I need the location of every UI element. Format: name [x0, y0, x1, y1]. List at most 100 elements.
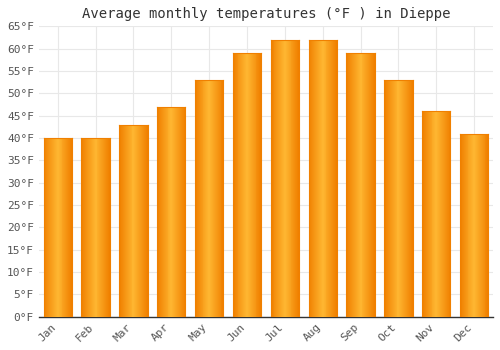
- Bar: [368, 53, 369, 317]
- Bar: [389, 80, 390, 317]
- Bar: [272, 40, 274, 317]
- Bar: [106, 138, 107, 317]
- Bar: [50, 138, 51, 317]
- Bar: [428, 111, 430, 317]
- Bar: [164, 107, 166, 317]
- Bar: [446, 111, 448, 317]
- Bar: [438, 111, 439, 317]
- Bar: [204, 80, 206, 317]
- Bar: [234, 53, 236, 317]
- Bar: [196, 80, 197, 317]
- Bar: [103, 138, 104, 317]
- Bar: [132, 125, 134, 317]
- Bar: [445, 111, 446, 317]
- Bar: [66, 138, 67, 317]
- Bar: [396, 80, 398, 317]
- Bar: [179, 107, 180, 317]
- Bar: [126, 125, 127, 317]
- Bar: [287, 40, 288, 317]
- Bar: [292, 40, 294, 317]
- Bar: [274, 40, 276, 317]
- Bar: [130, 125, 132, 317]
- Bar: [89, 138, 90, 317]
- Bar: [57, 138, 58, 317]
- Bar: [484, 134, 486, 317]
- Bar: [388, 80, 389, 317]
- Bar: [336, 40, 337, 317]
- Bar: [168, 107, 170, 317]
- Bar: [260, 53, 261, 317]
- Bar: [351, 53, 352, 317]
- Bar: [215, 80, 216, 317]
- Bar: [170, 107, 172, 317]
- Bar: [475, 134, 476, 317]
- Bar: [317, 40, 318, 317]
- Bar: [372, 53, 373, 317]
- Bar: [172, 107, 173, 317]
- Bar: [94, 138, 96, 317]
- Bar: [210, 80, 211, 317]
- Bar: [146, 125, 148, 317]
- Bar: [58, 138, 59, 317]
- Bar: [478, 134, 479, 317]
- Bar: [222, 80, 224, 317]
- Bar: [53, 138, 54, 317]
- Bar: [319, 40, 320, 317]
- Bar: [98, 138, 100, 317]
- Bar: [425, 111, 426, 317]
- Bar: [281, 40, 282, 317]
- Bar: [385, 80, 386, 317]
- Bar: [140, 125, 141, 317]
- Bar: [206, 80, 208, 317]
- Bar: [44, 138, 46, 317]
- Bar: [243, 53, 244, 317]
- Bar: [350, 53, 351, 317]
- Bar: [474, 134, 475, 317]
- Bar: [92, 138, 94, 317]
- Bar: [439, 111, 440, 317]
- Bar: [181, 107, 182, 317]
- Bar: [462, 134, 463, 317]
- Bar: [384, 80, 385, 317]
- Bar: [404, 80, 405, 317]
- Bar: [473, 134, 474, 317]
- Bar: [218, 80, 220, 317]
- Bar: [233, 53, 234, 317]
- Bar: [402, 80, 403, 317]
- Bar: [390, 80, 391, 317]
- Bar: [173, 107, 174, 317]
- Bar: [392, 80, 394, 317]
- Bar: [430, 111, 432, 317]
- Bar: [209, 80, 210, 317]
- Bar: [358, 53, 360, 317]
- Bar: [355, 53, 356, 317]
- Bar: [64, 138, 66, 317]
- Bar: [124, 125, 125, 317]
- Bar: [158, 107, 159, 317]
- Bar: [288, 40, 290, 317]
- Bar: [316, 40, 317, 317]
- Bar: [443, 111, 444, 317]
- Bar: [160, 107, 161, 317]
- Bar: [54, 138, 55, 317]
- Bar: [120, 125, 121, 317]
- Bar: [276, 40, 278, 317]
- Bar: [369, 53, 370, 317]
- Bar: [407, 80, 408, 317]
- Bar: [86, 138, 87, 317]
- Bar: [175, 107, 176, 317]
- Bar: [371, 53, 372, 317]
- Bar: [364, 53, 366, 317]
- Bar: [308, 40, 310, 317]
- Bar: [362, 53, 364, 317]
- Bar: [138, 125, 139, 317]
- Bar: [104, 138, 105, 317]
- Bar: [398, 80, 400, 317]
- Bar: [332, 40, 333, 317]
- Bar: [297, 40, 298, 317]
- Bar: [481, 134, 482, 317]
- Bar: [107, 138, 108, 317]
- Bar: [282, 40, 283, 317]
- Bar: [294, 40, 296, 317]
- Bar: [166, 107, 168, 317]
